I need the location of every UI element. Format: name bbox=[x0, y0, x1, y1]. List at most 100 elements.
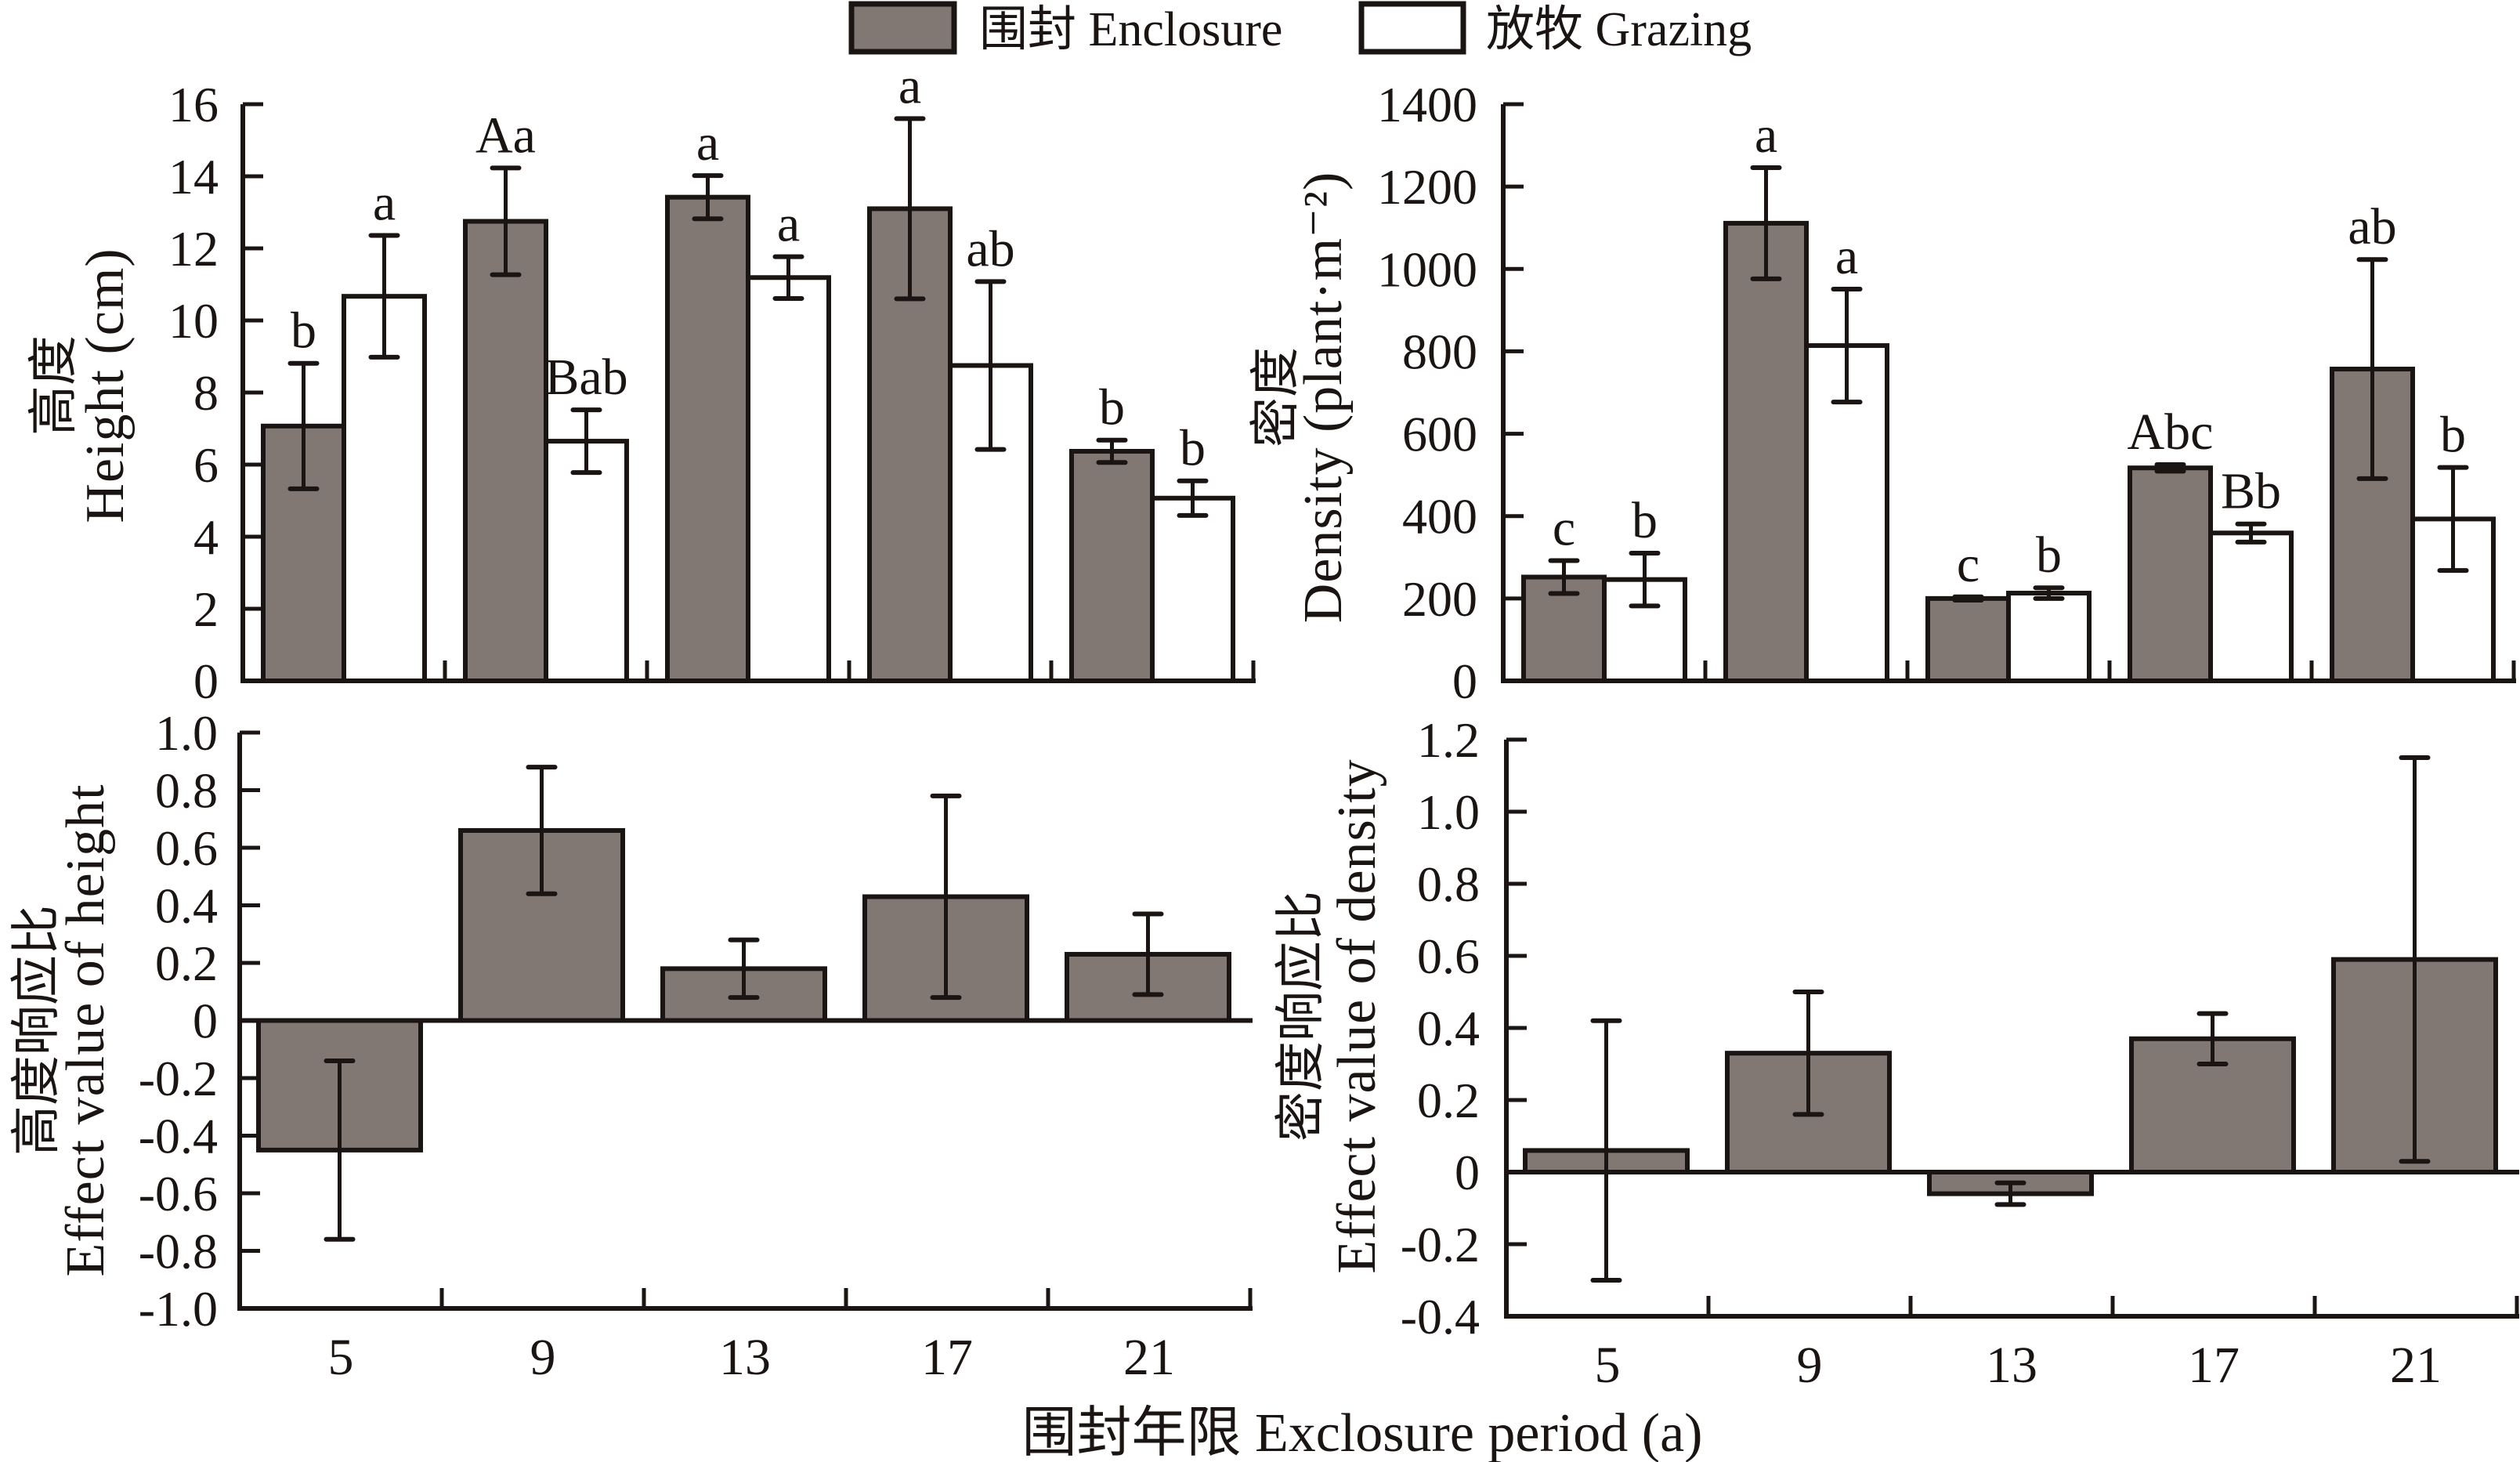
bar-enclosure-13 bbox=[665, 194, 750, 683]
error-bar-effect-21 bbox=[2399, 755, 2431, 1164]
error-bar-grazing-5 bbox=[1629, 551, 1661, 609]
error-bar-grazing-17 bbox=[2235, 521, 2267, 545]
y-tick-label: 6 bbox=[193, 437, 219, 493]
y-axis-title-en: Effect value of height bbox=[56, 783, 116, 1276]
y-tick-label: -0.4 bbox=[1401, 1289, 1480, 1344]
bar-grazing-13 bbox=[746, 275, 831, 683]
legend-item-grazing: 放牧 Grazing bbox=[1358, 1, 1752, 56]
y-tick-label: 0.8 bbox=[1417, 856, 1480, 912]
significance-letter-grazing-17: Bb bbox=[2221, 463, 2281, 520]
error-bar-effect-9 bbox=[526, 765, 558, 896]
bars bbox=[1523, 957, 2498, 1196]
legend-swatch-enclosure bbox=[848, 1, 957, 55]
x-tick-label-9: 9 bbox=[1797, 1337, 1823, 1394]
significance-letter-enclosure-5: c bbox=[1553, 499, 1575, 556]
error-bar-enclosure-21 bbox=[1096, 437, 1128, 465]
y-tick-label: 1.2 bbox=[1417, 712, 1480, 768]
error-bar-grazing-13 bbox=[772, 254, 804, 301]
bar-grazing-17 bbox=[2208, 530, 2294, 683]
y-tick-label: -0.2 bbox=[1401, 1217, 1480, 1272]
x-tick-label-13: 13 bbox=[1986, 1337, 2037, 1394]
x-tick-label-17: 17 bbox=[921, 1329, 973, 1386]
error-bar-grazing-13 bbox=[2033, 585, 2065, 601]
error-bar-grazing-5 bbox=[368, 233, 400, 360]
y-tick-label: 0 bbox=[1452, 653, 1477, 709]
y-tick-label: 12 bbox=[168, 221, 219, 277]
bar-enclosure-9 bbox=[1723, 220, 1809, 683]
error-bars bbox=[1590, 755, 2431, 1283]
significance-letter-grazing-5: a bbox=[373, 174, 396, 231]
legend-label-enclosure: 围封 Enclosure bbox=[979, 3, 1282, 56]
significance-letter-grazing-5: b bbox=[1632, 492, 1658, 549]
y-tick-label: 1.0 bbox=[1417, 784, 1480, 840]
y-tick-label: 400 bbox=[1402, 489, 1477, 545]
y-axis-title-cn: 密度响应比 bbox=[1273, 891, 1329, 1142]
x-tick-label-9: 9 bbox=[530, 1329, 556, 1386]
bar-grazing-17 bbox=[948, 363, 1033, 683]
error-bar-enclosure-13 bbox=[692, 173, 724, 222]
error-bar-grazing-9 bbox=[570, 407, 602, 476]
significance-letter-grazing-13: b bbox=[2036, 527, 2062, 584]
error-bar-enclosure-13 bbox=[1952, 594, 1984, 603]
error-bar-effect-5 bbox=[324, 1058, 356, 1242]
legend-label-grazing: 放牧 Grazing bbox=[1486, 3, 1752, 56]
y-tick-label: 1.0 bbox=[155, 705, 218, 761]
y-axis-title-en: Density (plant·m⁻²) bbox=[1293, 172, 1354, 624]
error-bars bbox=[324, 765, 1164, 1242]
error-bar-grazing-9 bbox=[1831, 287, 1863, 405]
error-bar-effect-21 bbox=[1132, 911, 1164, 997]
y-tick-label: 0.4 bbox=[1417, 1001, 1480, 1056]
y-tick-label: -1.0 bbox=[139, 1281, 218, 1337]
significance-letter-grazing-17: ab bbox=[966, 220, 1014, 277]
legend-swatch-grazing bbox=[1358, 1, 1466, 55]
error-bars bbox=[287, 116, 1209, 518]
significance-letter-grazing-21: b bbox=[2440, 407, 2466, 464]
error-bar-effect-17 bbox=[930, 793, 962, 1001]
bar-enclosure-9 bbox=[463, 219, 548, 683]
legend-item-enclosure: 围封 Enclosure bbox=[848, 1, 1282, 56]
error-bar-enclosure-5 bbox=[287, 360, 320, 491]
significance-letter-enclosure-21: b bbox=[1099, 379, 1125, 436]
error-bar-effect-13 bbox=[1994, 1180, 2026, 1207]
y-tick-label: 200 bbox=[1402, 571, 1477, 627]
bar-enclosure-17 bbox=[2128, 465, 2213, 683]
error-bars bbox=[1548, 165, 2469, 609]
error-bar-enclosure-17 bbox=[2154, 462, 2186, 474]
error-bar-enclosure-9 bbox=[1750, 165, 1782, 281]
y-tick-label: 0.6 bbox=[1417, 928, 1480, 984]
y-tick-label: 0.2 bbox=[155, 935, 218, 991]
bars bbox=[261, 194, 1235, 684]
significance-letter-enclosure-17: a bbox=[898, 57, 921, 114]
bars bbox=[1521, 220, 2496, 684]
axes: -1.0-0.8-0.6-0.4-0.200.20.40.60.81.0 5 9 13… bbox=[139, 705, 1253, 1386]
y-tick-label: 0 bbox=[1455, 1145, 1480, 1200]
significance-letter-enclosure-9: Aa bbox=[475, 107, 536, 164]
y-tick-label: 1200 bbox=[1377, 159, 1477, 215]
significance-letter-grazing-21: b bbox=[1180, 420, 1206, 477]
panel-density: cacAbcabbabBbb0200400600800100012001400密… bbox=[1248, 77, 2516, 709]
y-tick-label: 0.8 bbox=[155, 763, 218, 819]
axes: 0 2 4 6 8 10 12 14 16 bbox=[168, 77, 1256, 709]
error-bar-enclosure-17 bbox=[894, 116, 926, 302]
y-axis-title-cn: 高度响应比 bbox=[9, 905, 64, 1156]
significance-letter-enclosure-13: c bbox=[1957, 536, 1979, 593]
y-tick-label: 0 bbox=[193, 653, 219, 709]
significance-letter-enclosure-9: a bbox=[1755, 107, 1777, 164]
significance-letter-enclosure-13: a bbox=[696, 114, 719, 172]
significance-letter-enclosure-21: ab bbox=[2348, 198, 2396, 255]
bar-enclosure-13 bbox=[1925, 595, 2011, 683]
y-tick-label: 14 bbox=[168, 149, 219, 204]
y-axis-title-en: Effect value of density bbox=[1327, 758, 1387, 1273]
y-tick-label: 8 bbox=[193, 365, 219, 421]
error-bar-effect-13 bbox=[728, 937, 760, 1001]
x-tick-label-21: 21 bbox=[2390, 1337, 2442, 1394]
significance-letter-grazing-9: a bbox=[1835, 228, 1858, 285]
error-bar-effect-17 bbox=[2196, 1011, 2229, 1066]
bar-grazing-21 bbox=[1150, 495, 1235, 684]
y-tick-label: -0.4 bbox=[139, 1109, 218, 1164]
error-bar-grazing-17 bbox=[974, 279, 1007, 452]
panel-height-effect: -1.0-0.8-0.6-0.4-0.200.20.40.60.81.0 5 9 13… bbox=[9, 705, 1253, 1386]
